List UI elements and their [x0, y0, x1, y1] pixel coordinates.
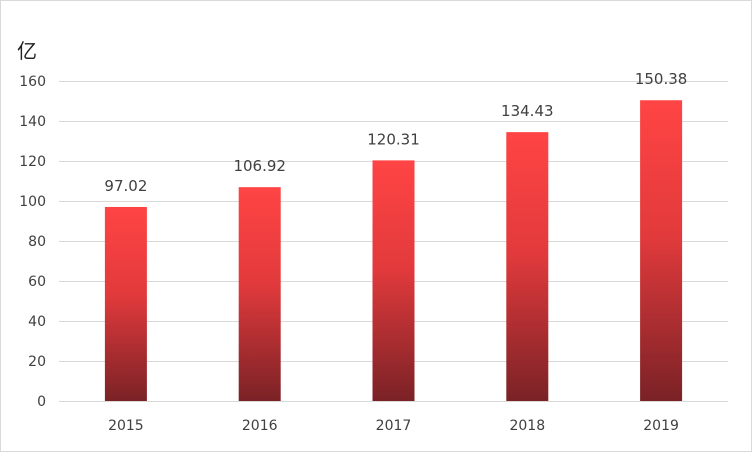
y-tick-label: 40	[28, 314, 46, 330]
y-unit-label: 亿	[17, 39, 37, 63]
data-label: 150.38	[635, 70, 688, 88]
bar	[372, 160, 415, 401]
x-tick-label: 2019	[643, 418, 679, 434]
y-tick-label: 0	[37, 394, 46, 410]
x-tick-label: 2018	[509, 418, 545, 434]
y-tick-label: 120	[19, 154, 46, 170]
bars	[104, 100, 683, 402]
y-tick-label: 80	[28, 234, 46, 250]
data-label: 134.43	[501, 102, 554, 120]
bar	[506, 132, 549, 401]
y-tick-label: 140	[19, 114, 46, 130]
bar	[640, 100, 683, 402]
y-tick-label: 60	[28, 274, 46, 290]
bar	[104, 206, 147, 401]
data-label: 106.92	[233, 157, 286, 175]
data-label: 97.02	[104, 177, 147, 195]
x-tick-label: 2017	[376, 418, 412, 434]
y-tick-label: 20	[28, 354, 46, 370]
y-axis-ticks: 0 20 40 60 80 100 120 140 160	[19, 74, 46, 410]
data-labels: 97.02 106.92 120.31 134.43 150.38	[104, 70, 687, 195]
x-tick-label: 2016	[242, 418, 278, 434]
x-tick-label: 2015	[108, 418, 144, 434]
x-axis-ticks: 2015 2016 2017 2018 2019	[108, 418, 679, 434]
data-label: 120.31	[367, 130, 420, 148]
bar	[238, 187, 281, 401]
y-tick-label: 100	[19, 194, 46, 210]
y-tick-label: 160	[19, 74, 46, 90]
